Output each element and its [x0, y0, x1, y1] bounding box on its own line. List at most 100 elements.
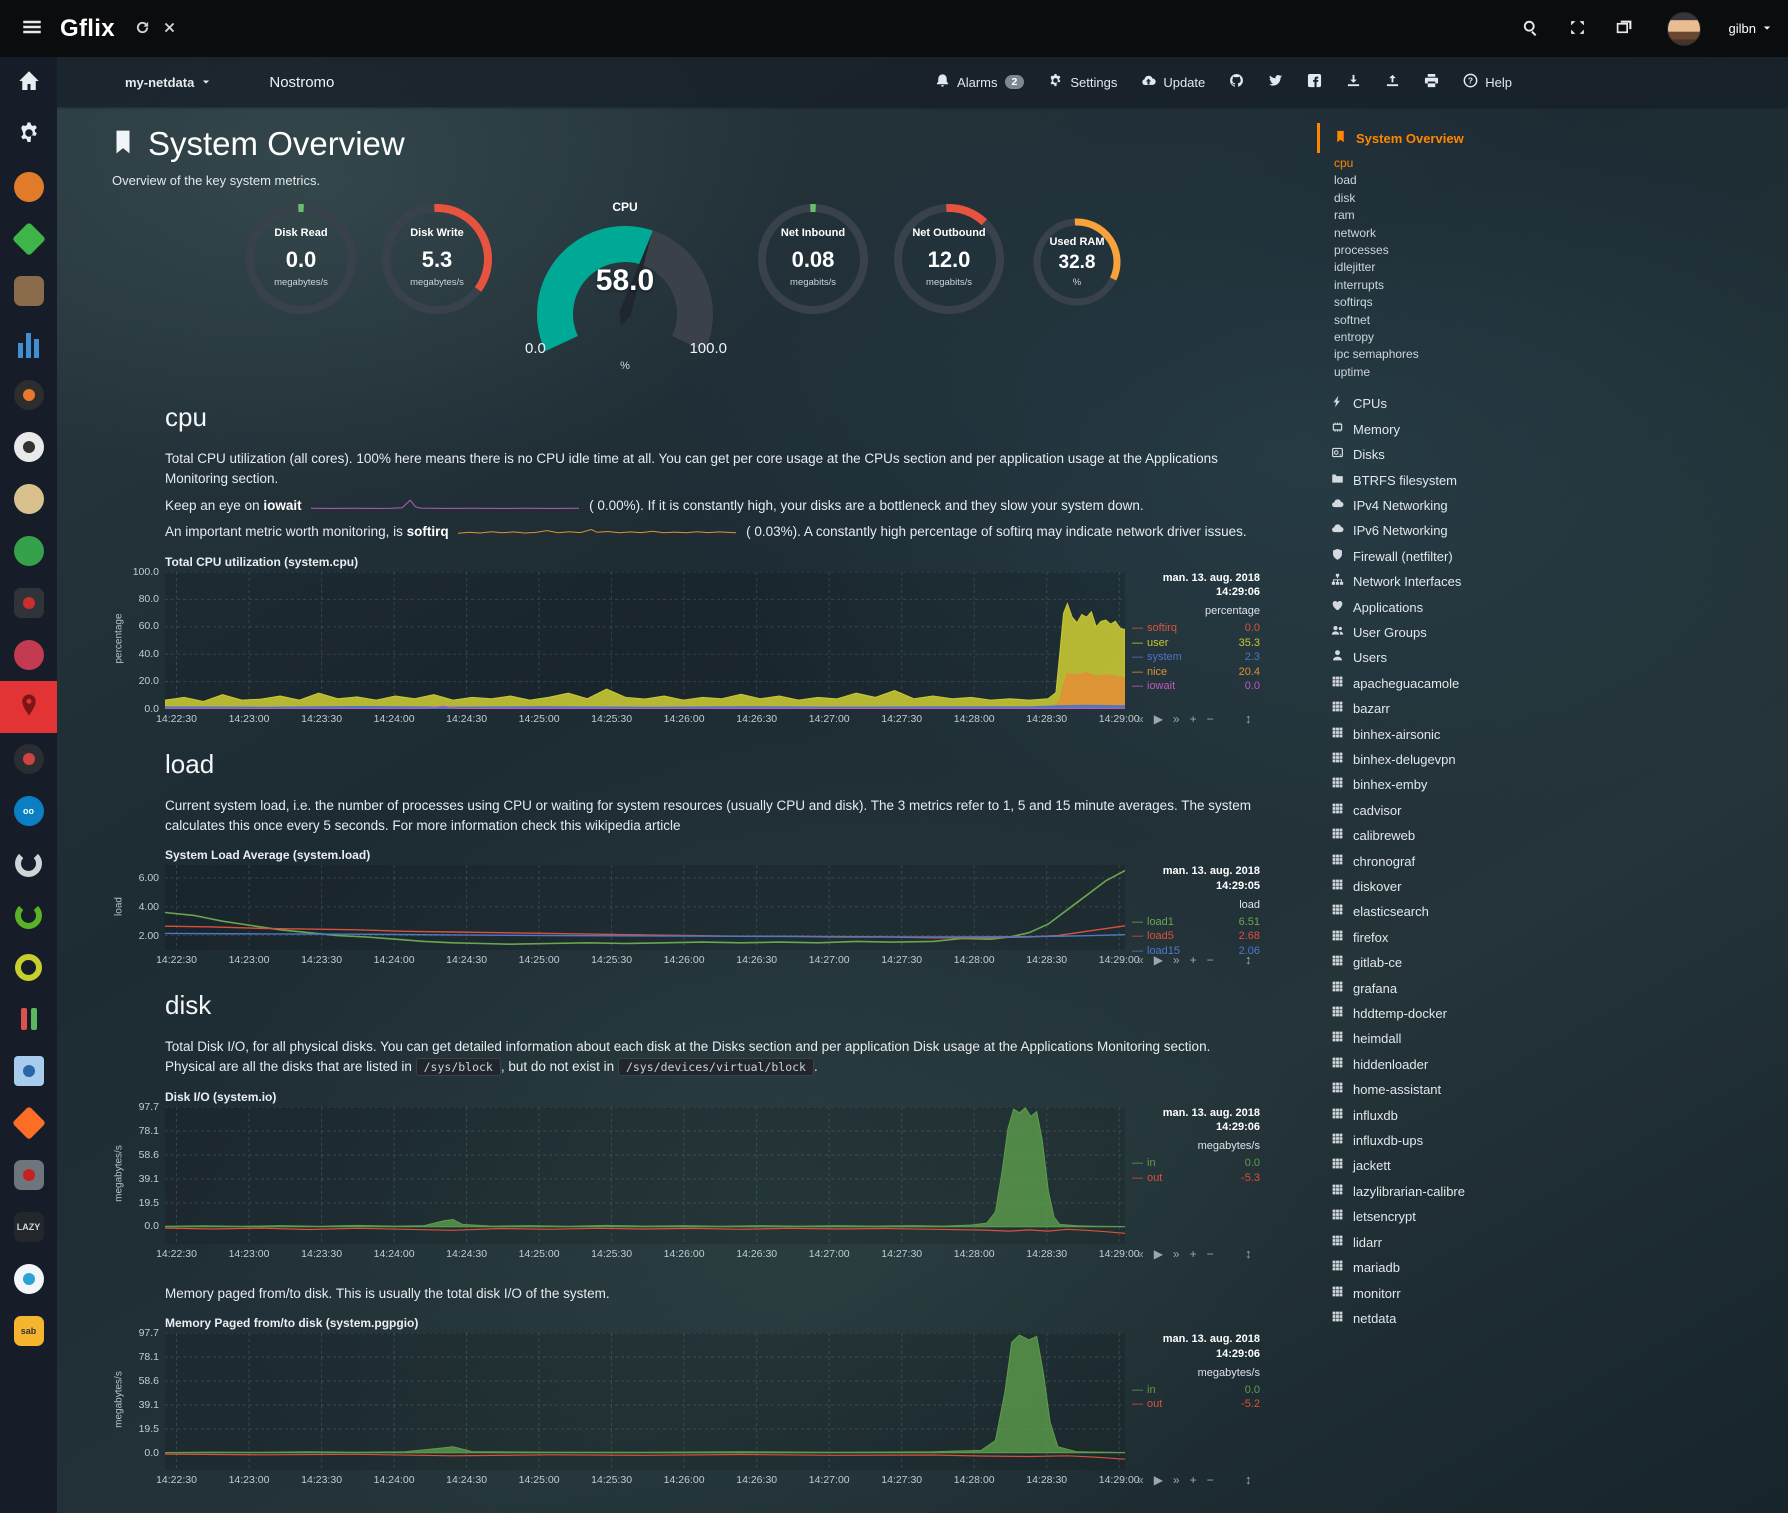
toc-item-memory[interactable]: Memory — [1317, 417, 1788, 442]
toc-item-monitorr[interactable]: monitorr — [1317, 1281, 1788, 1306]
sidebar-app-orange-circle[interactable] — [0, 161, 57, 213]
legend-item-softirq[interactable]: — softirq 0.0 — [1132, 622, 1260, 635]
toc-item-home-assistant[interactable]: home-assistant — [1317, 1077, 1788, 1102]
sidebar-app-pin-active[interactable] — [0, 681, 57, 733]
toc-item-disks[interactable]: Disks — [1317, 442, 1788, 467]
toc-item-grafana[interactable]: grafana — [1317, 976, 1788, 1001]
toc-item-user-groups[interactable]: User Groups — [1317, 620, 1788, 645]
sidebar-app-sab[interactable]: sab — [0, 1305, 57, 1357]
gauge-disk-write[interactable]: Disk Write 5.3 megabytes/s — [369, 200, 505, 318]
chart-pan-right-button[interactable]: » — [1172, 1246, 1180, 1261]
toc-item-hiddenloader[interactable]: hiddenloader — [1317, 1052, 1788, 1077]
chart-pan-right-button[interactable]: » — [1172, 1472, 1180, 1487]
import-snapshot-button[interactable] — [1385, 73, 1400, 91]
toc-sub-interrupts[interactable]: interrupts — [1334, 277, 1385, 292]
sidebar-app-equalizer[interactable] — [0, 993, 57, 1045]
chart-zoom-in-button[interactable]: + — [1189, 1472, 1197, 1487]
chart-plot[interactable] — [165, 1332, 1125, 1470]
toc-item-diskover[interactable]: diskover — [1317, 874, 1788, 899]
chart-pan-left-button[interactable]: « — [1137, 953, 1144, 968]
sidebar-app-blue-oo[interactable]: oo — [0, 785, 57, 837]
chart-plot[interactable] — [165, 571, 1125, 709]
toc-sub-cpu[interactable]: cpu — [1334, 156, 1354, 170]
toc-item-influxdb[interactable]: influxdb — [1317, 1103, 1788, 1128]
sidebar-app-blue-house[interactable] — [0, 1045, 57, 1097]
chart-play-button[interactable]: ▶ — [1153, 1472, 1163, 1487]
toc-item-applications[interactable]: Applications — [1317, 595, 1788, 620]
chart-zoom-in-button[interactable]: + — [1189, 1246, 1197, 1261]
legend-item-load1[interactable]: — load1 6.51 — [1132, 915, 1260, 928]
legend-item-iowait[interactable]: — iowait 0.0 — [1132, 680, 1260, 693]
toc-item-elasticsearch[interactable]: elasticsearch — [1317, 899, 1788, 924]
sidebar-app-green-circle[interactable] — [0, 525, 57, 577]
gauge-net-outbound[interactable]: Net Outbound 12.0 megabits/s — [881, 200, 1017, 318]
legend-item-user[interactable]: — user 35.3 — [1132, 636, 1260, 649]
toc-item-firefox[interactable]: firefox — [1317, 925, 1788, 950]
gauge-used-ram[interactable]: Used RAM 32.8 % — [1017, 200, 1137, 310]
search-button[interactable] — [1516, 13, 1545, 45]
chart-zoom-out-button[interactable]: − — [1206, 1472, 1214, 1487]
toc-item-hddtemp-docker[interactable]: hddtemp-docker — [1317, 1001, 1788, 1026]
help-button[interactable]: ? Help — [1463, 73, 1512, 91]
chart-zoom-out-button[interactable]: − — [1206, 953, 1214, 968]
toc-item-apacheguacamole[interactable]: apacheguacamole — [1317, 671, 1788, 696]
sidebar-app-down-arrow[interactable] — [0, 1149, 57, 1201]
toc-item-chronograf[interactable]: chronograf — [1317, 849, 1788, 874]
legend-item-system[interactable]: — system 2.3 — [1132, 651, 1260, 664]
avatar[interactable] — [1666, 11, 1701, 46]
legend-item-load5[interactable]: — load5 2.68 — [1132, 930, 1260, 943]
legend-item-nice[interactable]: — nice 20.4 — [1132, 665, 1260, 678]
print-button[interactable] — [1424, 73, 1439, 91]
toc-item-users[interactable]: Users — [1317, 645, 1788, 670]
toc-item-gitlab-ce[interactable]: gitlab-ce — [1317, 950, 1788, 975]
chart-resize-handle[interactable]: ↕ — [1245, 1471, 1252, 1487]
toc-item-binhex-emby[interactable]: binhex-emby — [1317, 772, 1788, 797]
gauge-disk-read[interactable]: Disk Read 0.0 megabytes/s — [233, 200, 369, 318]
toc-item-system-overview[interactable]: System Overview — [1317, 123, 1788, 153]
toc-item-heimdall[interactable]: heimdall — [1317, 1026, 1788, 1051]
facebook-button[interactable] — [1307, 73, 1322, 91]
sidebar-app-white-circle[interactable] — [0, 421, 57, 473]
toc-item-jackett[interactable]: jackett — [1317, 1153, 1788, 1178]
toc-sub-idlejitter[interactable]: idlejitter — [1334, 260, 1376, 275]
sidebar-app-audio-bars[interactable] — [0, 317, 57, 369]
toc-item-netdata[interactable]: netdata — [1317, 1306, 1788, 1331]
menu-button[interactable] — [16, 11, 48, 46]
chart-play-button[interactable]: ▶ — [1153, 1246, 1163, 1261]
toc-sub-network[interactable]: network — [1334, 225, 1377, 240]
toc-sub-softnet[interactable]: softnet — [1334, 312, 1371, 327]
chart-pan-left-button[interactable]: « — [1137, 711, 1144, 726]
github-button[interactable] — [1229, 73, 1244, 91]
sidebar-app-green-arc[interactable] — [0, 889, 57, 941]
chart-resize-handle[interactable]: ↕ — [1245, 710, 1252, 726]
toc-item-cpus[interactable]: CPUs — [1317, 391, 1788, 416]
close-tab-button[interactable] — [156, 14, 183, 44]
toc-sub-disk[interactable]: disk — [1334, 190, 1356, 205]
twitter-button[interactable] — [1268, 73, 1283, 91]
tabs-button[interactable] — [1610, 13, 1639, 45]
legend-item-in[interactable]: — in 0.0 — [1132, 1157, 1260, 1170]
export-snapshot-button[interactable] — [1346, 73, 1361, 91]
toc-item-cadvisor[interactable]: cadvisor — [1317, 798, 1788, 823]
toc-item-lazylibrarian-calibre[interactable]: lazylibrarian-calibre — [1317, 1179, 1788, 1204]
sidebar-home[interactable] — [0, 57, 57, 109]
toc-sub-processes[interactable]: processes — [1334, 243, 1389, 258]
chart-resize-handle[interactable]: ↕ — [1245, 952, 1252, 968]
fullscreen-button[interactable] — [1563, 13, 1592, 45]
chart-pan-left-button[interactable]: « — [1137, 1246, 1144, 1261]
legend-item-out[interactable]: — out -5.3 — [1132, 1171, 1260, 1184]
chart-zoom-in-button[interactable]: + — [1189, 711, 1197, 726]
sidebar-settings[interactable] — [0, 109, 57, 161]
server-dropdown[interactable]: my-netdata — [125, 75, 211, 90]
chart-pan-left-button[interactable]: « — [1137, 1472, 1144, 1487]
toc-item-binhex-airsonic[interactable]: binhex-airsonic — [1317, 722, 1788, 747]
user-menu[interactable]: gilbn — [1729, 21, 1772, 36]
toc-item-mariadb[interactable]: mariadb — [1317, 1255, 1788, 1280]
refresh-tab-button[interactable] — [129, 14, 156, 44]
toc-item-btrfs-filesystem[interactable]: BTRFS filesystem — [1317, 468, 1788, 493]
toc-item-bazarr[interactable]: bazarr — [1317, 696, 1788, 721]
sidebar-app-fox-diamond[interactable] — [0, 1097, 57, 1149]
toc-sub-entropy[interactable]: entropy — [1334, 330, 1375, 345]
sidebar-app-water-drop[interactable] — [0, 1253, 57, 1305]
toc-sub-ipc-semaphores[interactable]: ipc semaphores — [1334, 347, 1419, 362]
